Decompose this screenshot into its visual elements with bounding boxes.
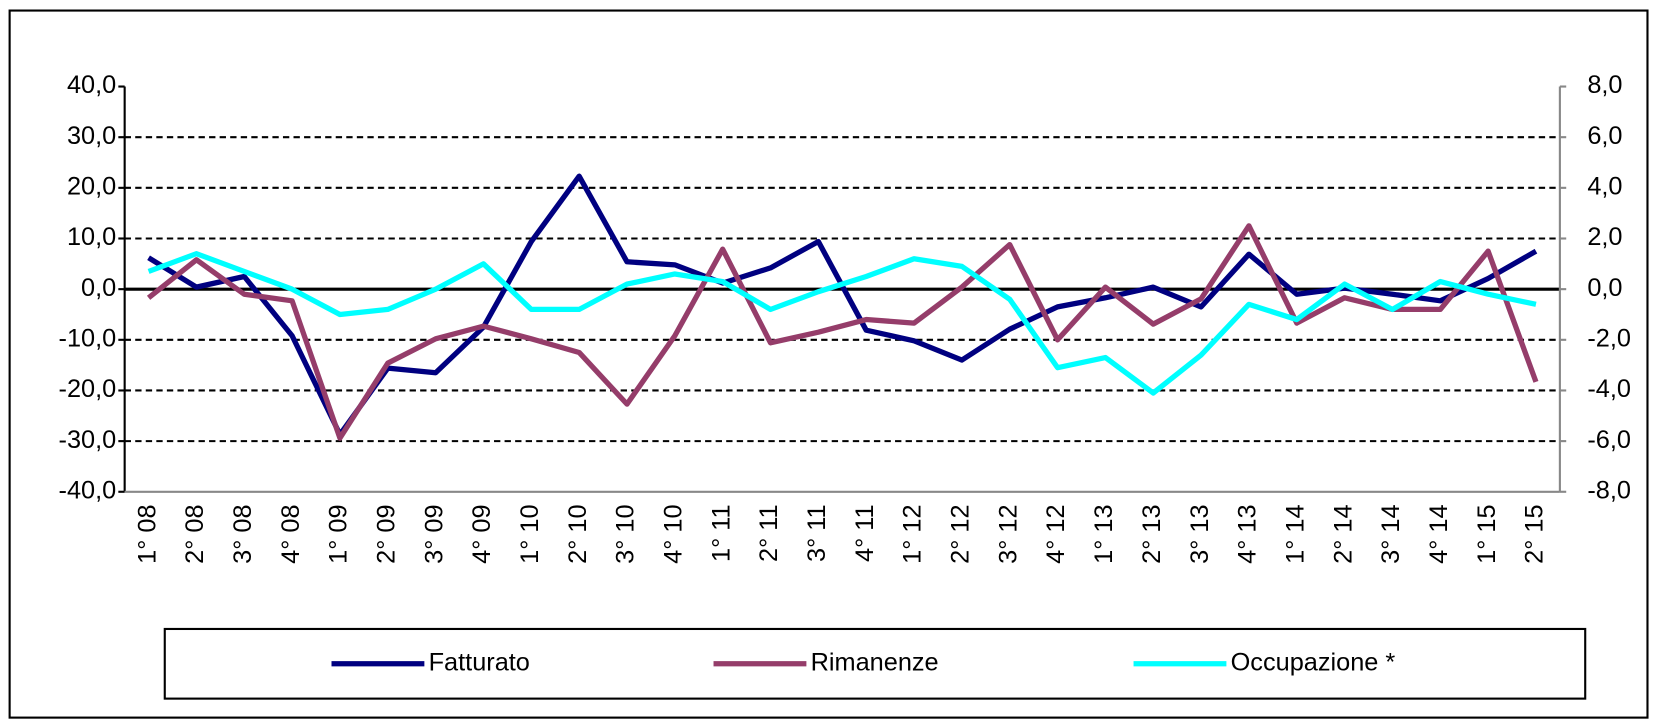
x-tick-label: 4° 09 — [468, 504, 496, 563]
y2-tick-label: -4,0 — [1587, 375, 1631, 403]
y-tick-label: 20,0 — [67, 173, 116, 201]
y2-tick-label: -6,0 — [1587, 426, 1631, 454]
x-tick-label: 1° 09 — [325, 504, 353, 563]
x-tick-label: 4° 11 — [851, 504, 879, 562]
series-line — [146, 223, 1539, 441]
x-tick-label: 3° 08 — [229, 504, 257, 563]
x-tick-label: 2° 11 — [755, 504, 783, 562]
x-tick-label: 4° 14 — [1425, 504, 1453, 563]
x-tick-label: 2° 12 — [947, 504, 975, 563]
x-tick-label: 2° 09 — [372, 504, 400, 563]
y-tick-label: 40,0 — [67, 71, 116, 99]
y2-tick-label: -2,0 — [1587, 324, 1631, 352]
y-tick-label: -30,0 — [59, 426, 117, 454]
x-tick-label: 2° 14 — [1329, 504, 1357, 563]
y-tick-label: -40,0 — [59, 476, 117, 504]
chart-frame — [8, 9, 1649, 719]
y2-tick-label: 2,0 — [1587, 223, 1622, 251]
legend-label: Rimanenze — [811, 648, 939, 676]
y2-tick-label: 4,0 — [1587, 173, 1622, 201]
x-tick-label: 3° 14 — [1377, 504, 1405, 563]
x-tick-label: 3° 09 — [420, 504, 448, 563]
series-line — [147, 251, 1537, 396]
x-tick-label: 2° 13 — [1138, 504, 1166, 563]
x-tick-label: 1° 15 — [1473, 504, 1501, 563]
x-tick-label: 4° 08 — [277, 504, 305, 563]
x-tick-label: 3° 10 — [612, 504, 640, 563]
y2-tick-label: 6,0 — [1587, 122, 1622, 150]
x-tick-label: 3° 12 — [994, 504, 1022, 563]
y2-tick-label: -8,0 — [1587, 476, 1631, 504]
x-tick-label: 1° 12 — [899, 504, 927, 563]
x-tick-label: 1° 11 — [707, 504, 735, 562]
x-tick-label: 1° 08 — [133, 504, 161, 563]
x-tick-label: 4° 12 — [1042, 504, 1070, 563]
y-tick-label: -10,0 — [59, 324, 117, 352]
y-tick-label: 10,0 — [67, 223, 116, 251]
x-tick-label: 4° 13 — [1234, 504, 1262, 563]
y-tick-label: 0,0 — [81, 274, 116, 302]
y-tick-label: -20,0 — [59, 375, 117, 403]
x-tick-label: 2° 08 — [181, 504, 209, 563]
x-tick-label: 1° 14 — [1281, 504, 1309, 563]
x-tick-label: 4° 10 — [660, 504, 688, 563]
x-tick-label: 1° 10 — [516, 504, 544, 563]
y2-tick-label: 8,0 — [1587, 71, 1622, 99]
legend-label: Occupazione * — [1231, 648, 1396, 676]
y-tick-label: 30,0 — [67, 122, 116, 150]
x-tick-label: 3° 13 — [1186, 504, 1214, 563]
x-tick-label: 2° 10 — [564, 504, 592, 563]
x-tick-label: 1° 13 — [1090, 504, 1118, 563]
legend-label: Fatturato — [429, 648, 530, 676]
y2-tick-label: 0,0 — [1587, 274, 1622, 302]
x-tick-label: 3° 11 — [803, 504, 831, 562]
x-tick-label: 2° 15 — [1521, 504, 1549, 563]
